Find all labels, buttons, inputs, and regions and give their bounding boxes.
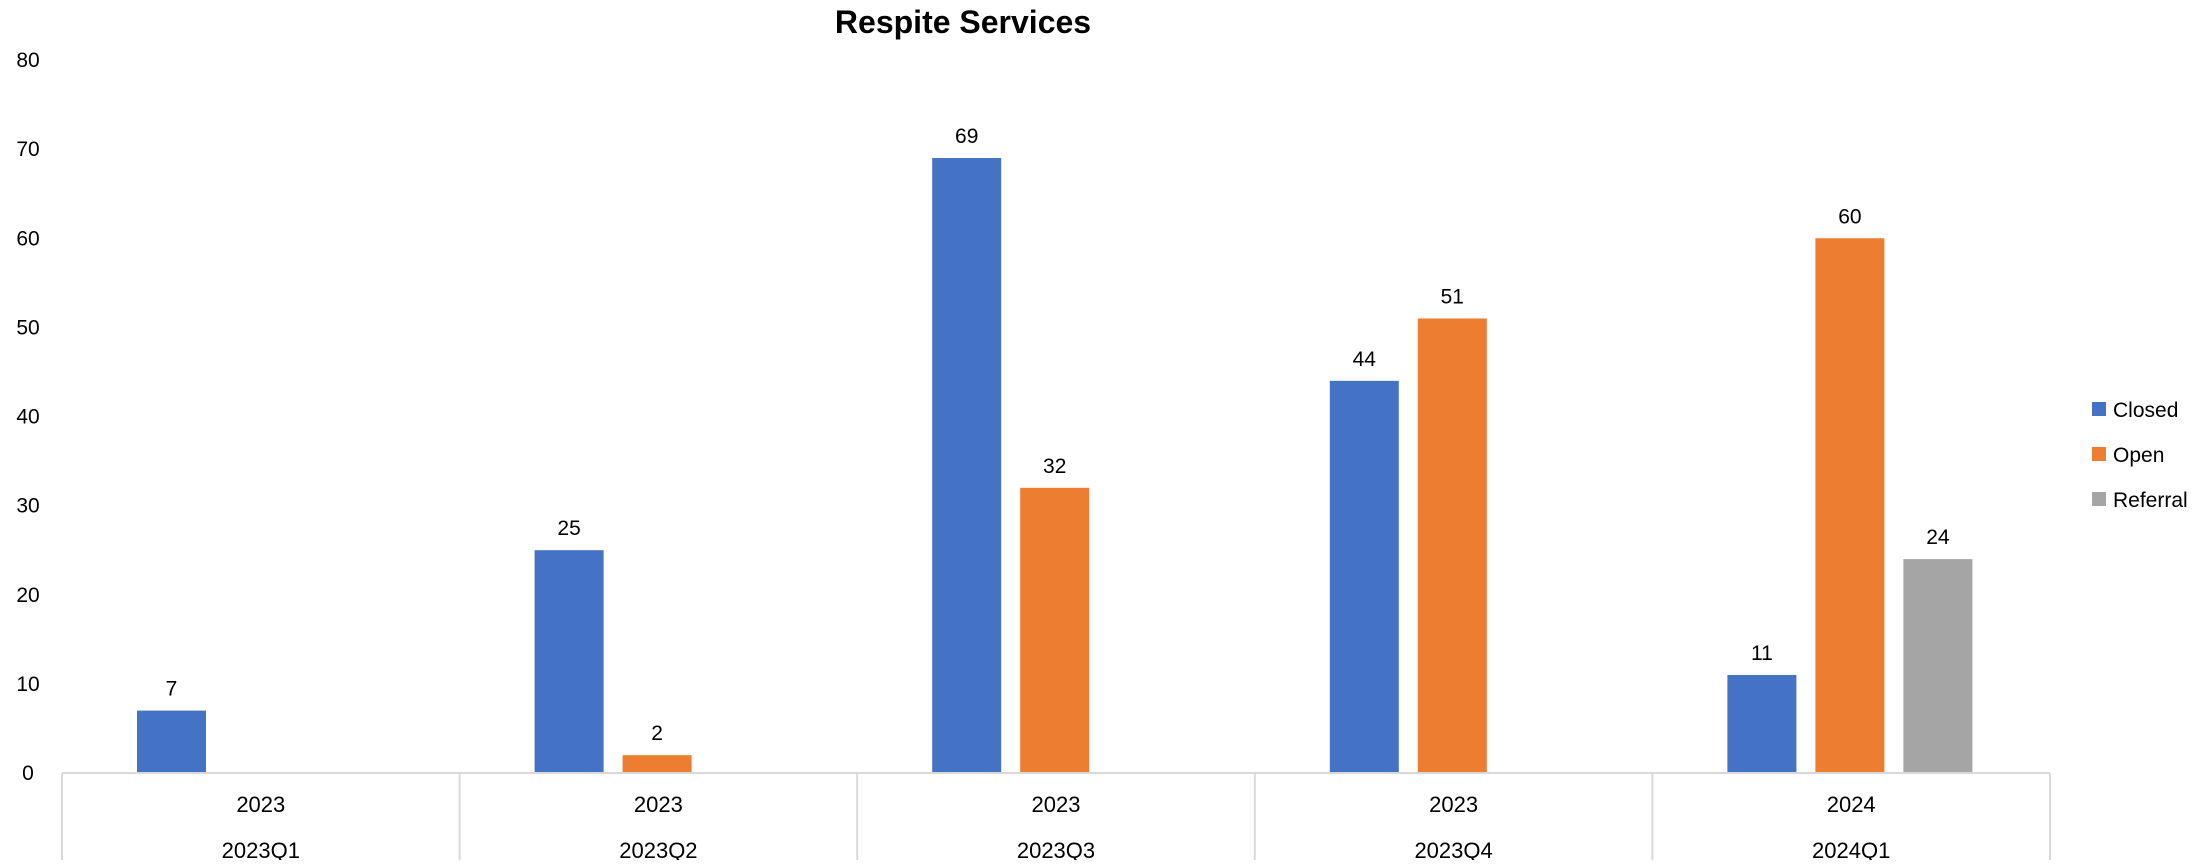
data-label: 24 xyxy=(1926,526,1950,549)
data-label: 69 xyxy=(955,125,978,148)
y-tick-label: 50 xyxy=(16,316,39,339)
y-tick-label: 10 xyxy=(16,673,39,696)
data-label: 60 xyxy=(1838,205,1861,228)
legend-label-closed: Closed xyxy=(2113,399,2178,422)
y-axis: 0 10 20 30 40 50 60 70 80 xyxy=(16,49,39,785)
bar-closed xyxy=(1329,380,1399,773)
data-label: 7 xyxy=(166,678,178,701)
bar-open xyxy=(1417,318,1487,773)
data-label: 32 xyxy=(1043,455,1066,478)
category-quarter-label: 2023Q3 xyxy=(1017,838,1095,860)
category-quarter-label: 2024Q1 xyxy=(1812,838,1890,860)
bar-open xyxy=(622,755,692,773)
y-tick-label: 40 xyxy=(16,406,39,429)
data-label: 51 xyxy=(1441,285,1464,308)
data-label: 44 xyxy=(1353,348,1377,371)
category-year-label: 2023 xyxy=(1032,792,1081,817)
plot-area: 7 25 2 69 32 44 51 11 60 24 xyxy=(137,125,1973,774)
bar-closed xyxy=(137,710,206,773)
category-year-label: 2024 xyxy=(1827,792,1876,817)
x-axis: 2023 2023Q1 2023 2023Q2 2023 2023Q3 2023 2023Q4… xyxy=(61,772,2051,863)
y-tick-label: 70 xyxy=(16,138,39,161)
category-year-label: 2023 xyxy=(236,792,285,817)
legend-swatch-open xyxy=(2092,447,2106,461)
y-tick-label: 0 xyxy=(22,762,34,785)
bar-closed xyxy=(1727,674,1797,773)
data-label: 2 xyxy=(651,722,663,745)
category-year-label: 2023 xyxy=(634,792,683,817)
legend-label-open: Open xyxy=(2113,444,2164,467)
y-tick-label: 20 xyxy=(16,584,39,607)
legend-swatch-closed xyxy=(2092,402,2106,416)
data-label: 11 xyxy=(1751,642,1773,665)
bar-closed xyxy=(932,158,1002,774)
chart-title: Respite Services xyxy=(835,4,1091,40)
y-tick-label: 60 xyxy=(16,227,39,250)
bar-open xyxy=(1815,238,1885,773)
category-quarter-label: 2023Q4 xyxy=(1414,838,1492,860)
category-quarter-label: 2023Q1 xyxy=(222,838,300,860)
legend-swatch-referral xyxy=(2092,492,2106,506)
legend: Closed Open Referral xyxy=(2092,399,2188,512)
category-quarter-label: 2023Q2 xyxy=(619,838,697,860)
category-year-label: 2023 xyxy=(1429,792,1478,817)
y-tick-label: 30 xyxy=(16,495,39,518)
legend-label-referral: Referral xyxy=(2113,489,2188,512)
y-tick-label: 80 xyxy=(16,49,39,72)
bar-open xyxy=(1020,487,1090,773)
data-label: 25 xyxy=(557,517,580,540)
bar-referral xyxy=(1903,559,1973,773)
bar-closed xyxy=(534,550,604,773)
